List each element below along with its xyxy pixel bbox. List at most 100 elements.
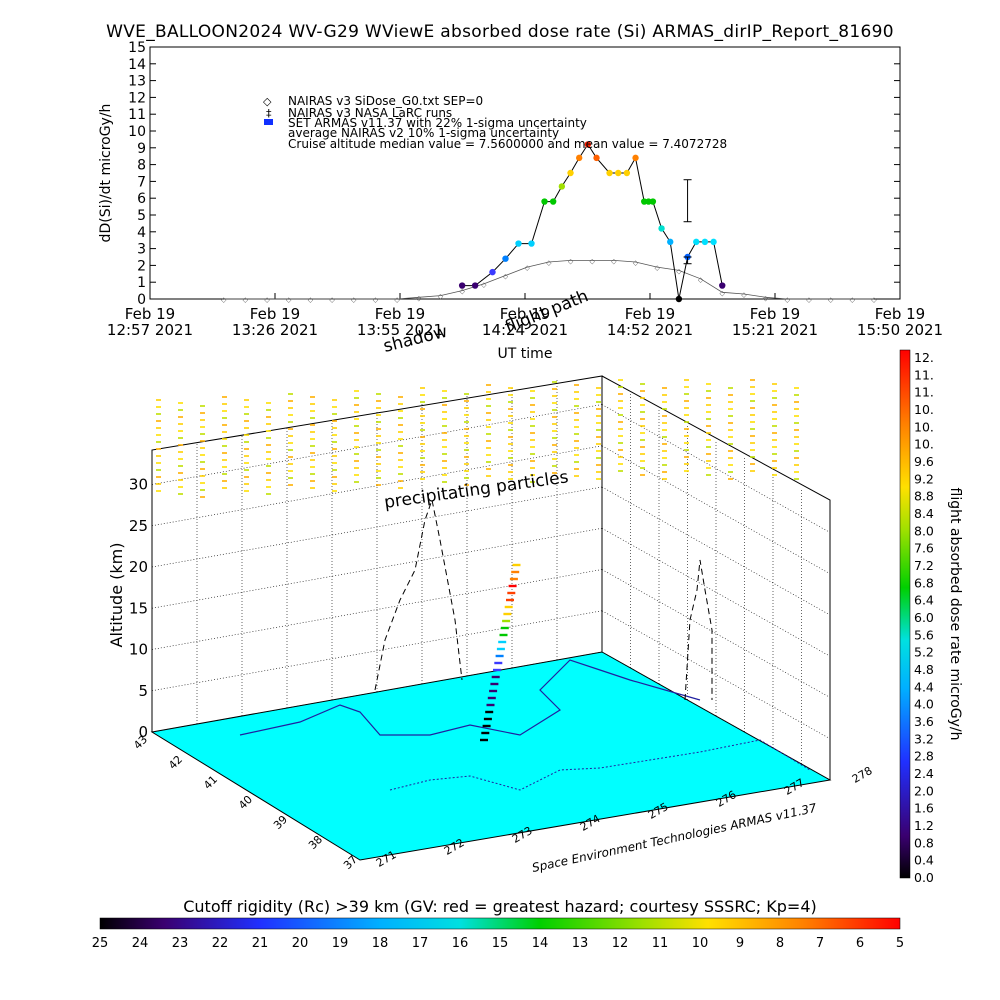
- nairas-point: ◇: [394, 296, 400, 304]
- colorbar-ticks: 12. 11. 11. 10. 10. 10. 9.6 9.2 8.8 8.4 8.0 7.6 7.2 6…: [914, 350, 934, 885]
- nairas-point: ◇: [763, 294, 769, 302]
- x-tick-date: Feb 19: [375, 305, 425, 323]
- rigidity-tick-label: 20: [292, 936, 309, 951]
- colorbar-gradient: [899, 349, 911, 879]
- nairas-point: ◇: [871, 296, 877, 304]
- annotation-precipitating: precipitating particles: [383, 467, 570, 513]
- rigidity-tick-label: 10: [692, 936, 709, 951]
- altitude-axis: 0 5 10 15 20 25 30: [129, 476, 148, 742]
- x-tick-time: 15:21 2021: [732, 321, 818, 339]
- x-tick-date: Feb 19: [125, 305, 175, 323]
- back-wall-right: [601, 375, 831, 780]
- altitude-tick-label: 15: [129, 599, 148, 617]
- z-axis-label: Altitude (km): [107, 543, 126, 648]
- rigidity-tick-label: 13: [572, 936, 589, 951]
- nairas-point: ◇: [590, 257, 596, 265]
- nairas-point: ◇: [438, 293, 444, 301]
- rigidity-colorbar: Cutoff rigidity (Rc) >39 km (GV: red = g…: [92, 897, 904, 951]
- rigidity-ticks: 25 24 23 22 21 20 19 18 17 16 15 14 13 12 11 10 9 8 7 6 5: [92, 936, 904, 951]
- rigidity-tick-label: 7: [816, 936, 824, 951]
- nairas-point: ◇: [676, 267, 682, 275]
- armas-point: [615, 169, 622, 177]
- colorbar-tick-label: 7.2: [914, 558, 934, 573]
- armas-point: [719, 282, 726, 289]
- nairas-point: ◇: [416, 294, 422, 302]
- armas-point: [471, 282, 479, 289]
- y-tick-label: 8: [137, 158, 146, 174]
- rigidity-tick-label: 23: [172, 936, 189, 951]
- y-tick-label: 13: [128, 74, 146, 90]
- rigidity-title: Cutoff rigidity (Rc) >39 km (GV: red = g…: [183, 897, 817, 916]
- nairas-point: ◇: [308, 296, 314, 304]
- armas-point: [502, 255, 509, 262]
- legend-nairas-larc: NAIRAS v3 NASA LaRC runs: [288, 106, 452, 120]
- nairas-point: ◇: [351, 296, 357, 304]
- y-tick-label: 15: [128, 40, 146, 56]
- colorbar-tick-label: 5.6: [914, 627, 934, 642]
- y-tick-label: 5: [137, 208, 146, 224]
- dose-colorbar: 12. 11. 11. 10. 10. 10. 9.6 9.2 8.8 8.4 8.0 7.6 7.2 6…: [899, 349, 963, 885]
- nairas-point: ◇: [264, 296, 270, 304]
- plot-frame: [149, 46, 901, 300]
- altitude-tick-label: 20: [129, 558, 148, 576]
- armas-point: [675, 295, 683, 303]
- rigidity-tick-label: 17: [412, 936, 429, 951]
- armas-point: [515, 240, 522, 247]
- armas-point: [584, 141, 592, 148]
- colorbar-tick-label: 1.6: [914, 801, 934, 816]
- colorbar-tick-label: 8.0: [914, 523, 934, 538]
- x-tick-date: Feb 19: [500, 305, 550, 323]
- grid-line: [151, 610, 603, 692]
- colorbar-tick-label: 12.: [914, 350, 934, 365]
- nairas-point: ◇: [503, 272, 509, 280]
- nairas-point: ◇: [720, 289, 726, 297]
- x-tick-time: 14:52 2021: [607, 321, 693, 339]
- y-tick-label: 2: [137, 258, 146, 274]
- shadow-trace-left: [374, 498, 463, 691]
- altitude-tick-label: 30: [129, 476, 148, 494]
- armas-point: [606, 169, 613, 177]
- nairas-point: ◇: [286, 296, 292, 304]
- y-tick-label: 11: [128, 107, 146, 123]
- legend-marker-larc: ‡: [266, 107, 272, 120]
- nairas-point: ◇: [741, 291, 747, 299]
- colorbar-tick-label: 0.0: [914, 870, 934, 885]
- nairas-point: ◇: [828, 296, 834, 304]
- rigidity-tick-label: 18: [372, 936, 389, 951]
- nairas-point: ◇: [698, 276, 704, 284]
- colorbar-tick-label: 11.: [914, 367, 934, 382]
- legend-nairas-v2: average NAIRAS v2 10% 1-sigma uncertaint…: [288, 126, 559, 140]
- rigidity-tick-label: 19: [332, 936, 349, 951]
- armas-point: [623, 169, 631, 177]
- rigidity-gradient: [99, 917, 901, 930]
- altitude-tick-label: 5: [138, 682, 148, 700]
- colorbar-tick-label: 10.: [914, 437, 934, 452]
- x-tick-time: 12:57 2021: [107, 321, 193, 339]
- flight-3d-panel: 0 5 10 15 20 25 30 precipitating particles Alt…: [107, 375, 875, 875]
- altitude-tick-label: 25: [129, 517, 148, 535]
- x-tick-date: Feb 19: [750, 305, 800, 323]
- precipitating-particles-field: [156, 379, 799, 498]
- x-tick-time: 15:50 2021: [857, 321, 943, 339]
- flight-path-points: [480, 563, 521, 742]
- rigidity-tick-label: 24: [132, 936, 149, 951]
- y-tick-label: 6: [137, 191, 146, 207]
- armas-point: [632, 154, 639, 162]
- legend-marker-armas: [264, 119, 273, 125]
- armas-point: [701, 238, 709, 246]
- colorbar-tick-label: 10.: [914, 402, 934, 417]
- colorbar-tick-label: 0.8: [914, 835, 934, 850]
- rigidity-tick-label: 21: [252, 936, 269, 951]
- rigidity-tick-label: 8: [776, 936, 784, 951]
- colorbar-tick-label: 8.4: [914, 506, 934, 521]
- colorbar-tick-label: 8.8: [914, 489, 934, 504]
- colorbar-tick-label: 11.: [914, 385, 934, 400]
- shadow-trace-right: [684, 559, 713, 701]
- armas-point: [693, 238, 700, 246]
- y-axis-label: dD(Si)/dt microGy/h: [98, 104, 114, 243]
- grid-line: [151, 569, 603, 650]
- colorbar-tick-label: 6.8: [914, 575, 934, 590]
- latitude-tick-label: 41: [201, 773, 220, 792]
